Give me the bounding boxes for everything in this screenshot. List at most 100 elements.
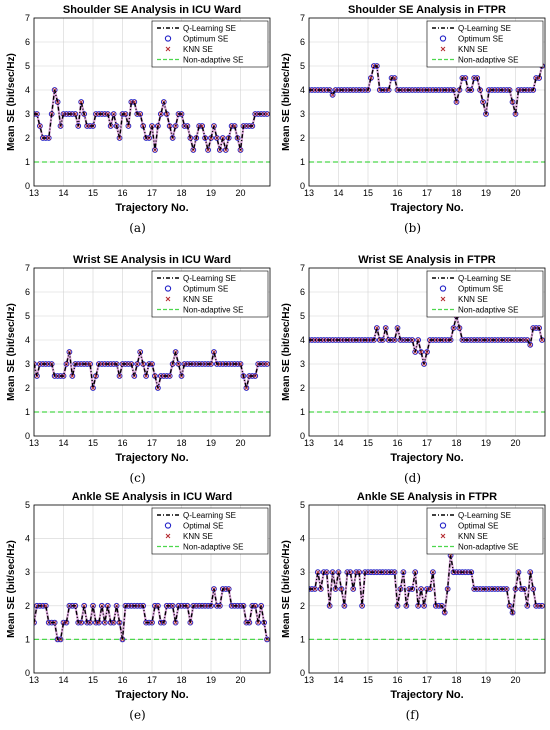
y-tick-label: 2 [300,383,305,393]
y-tick-label: 3 [300,109,305,119]
y-tick-label: 2 [25,133,30,143]
knn-point [386,87,391,93]
plot-layer [34,87,270,163]
optimum-point [527,341,534,348]
legend-label: KNN SE [458,532,488,541]
x-tick-label: 18 [176,675,186,685]
knn-point [528,570,533,575]
knn-point [374,325,379,331]
series-qlearning [34,351,267,389]
panel-wrist-icu: Wrist SE Analysis in ICU Ward 13 14 15 16 17 1… [0,250,275,493]
legend-label: Non-adaptive SE [458,306,518,315]
y-tick-label: 5 [25,311,30,321]
knn-point [120,637,125,642]
optimum-point [208,602,214,609]
knn-point [82,603,87,608]
y-tick-label: 5 [300,311,305,321]
x-tick-label: 20 [510,188,520,198]
knn-point [445,586,450,592]
knn-point [264,361,270,367]
optimum-point [169,602,176,609]
knn-point [357,570,362,575]
series-qlearning [34,588,268,641]
y-axis-label: Mean SE (bit/sec/Hz) [281,303,292,401]
y-tick-label: 2 [300,601,305,611]
optimum-point [409,586,416,592]
optimum-point [329,91,336,98]
y-tick-label: 3 [300,359,305,369]
x-tick-label: 20 [235,188,245,198]
x-tick-label: 19 [481,188,491,198]
caption-d: (d) [403,471,422,485]
knn-point [392,75,397,81]
knn-point [348,570,353,575]
x-tick-label: 19 [206,675,216,685]
x-axis-label: Trajectory No. [390,689,463,701]
y-tick-label: 1 [25,157,30,167]
x-tick-label: 17 [422,438,432,448]
x-tick-label: 19 [206,188,216,198]
knn-point [451,325,456,331]
knn-point [223,147,228,153]
knn-point [34,361,37,367]
legend-key-optimum [164,522,172,529]
x-tick-label: 17 [422,675,432,685]
knn-point [416,337,421,343]
x-tick-label: 17 [422,188,432,198]
legend-key-optimum [439,522,447,529]
x-tick-label: 16 [117,438,127,448]
knn-point [117,135,122,141]
x-tick-label: 14 [58,675,68,685]
knn-point [208,135,214,141]
legend-label: KNN SE [458,45,488,54]
x-tick-label: 14 [58,438,68,448]
chart-title: Wrist SE Analysis in ICU Ward [73,254,231,266]
knn-point [99,603,104,608]
y-tick-label: 1 [25,407,30,417]
optimum-point [450,87,457,93]
chart-title: Shoulder SE Analysis in FTPR [348,4,506,16]
y-tick-label: 6 [25,37,30,47]
knn-point [191,147,196,153]
optimum-point [421,361,427,367]
knn-point [315,570,320,575]
knn-point [105,111,110,117]
x-tick-label: 13 [29,188,39,198]
y-tick-label: 1 [300,634,305,644]
axes-frame [308,17,546,187]
series-qlearning [34,89,267,151]
caption-c: (c) [129,471,146,485]
optimum-point [45,135,52,141]
plot-layer [34,349,270,413]
knn-point [158,111,163,117]
x-tick-label: 18 [176,188,186,198]
legend-key-optimum [164,285,172,292]
x-tick-label: 17 [147,675,157,685]
x-tick-label: 20 [510,438,520,448]
caption-e: (e) [129,708,146,722]
knn-point [205,147,211,153]
axes-frame [33,267,271,437]
y-tick-label: 0 [25,431,30,441]
x-tick-label: 15 [88,675,98,685]
plot-layer [309,63,545,163]
knn-point [256,620,261,625]
legend-key-knn [440,296,446,302]
axes-frame [308,504,546,674]
knn-point [537,75,542,81]
knn-point [419,349,424,355]
knn-point [152,373,158,379]
x-tick-label: 16 [392,438,402,448]
panel-ankle-ftpr: Ankle SE Analysis in FTPR 13 14 15 16 17 18 19 2… [275,487,550,730]
caption-a: (a) [129,221,146,235]
knn-point [155,603,160,608]
x-tick-label: 13 [29,675,39,685]
knn-point [312,586,317,592]
x-tick-label: 18 [451,188,461,198]
knn-point [144,373,149,379]
knn-point [211,349,217,355]
knn-point [132,99,137,105]
